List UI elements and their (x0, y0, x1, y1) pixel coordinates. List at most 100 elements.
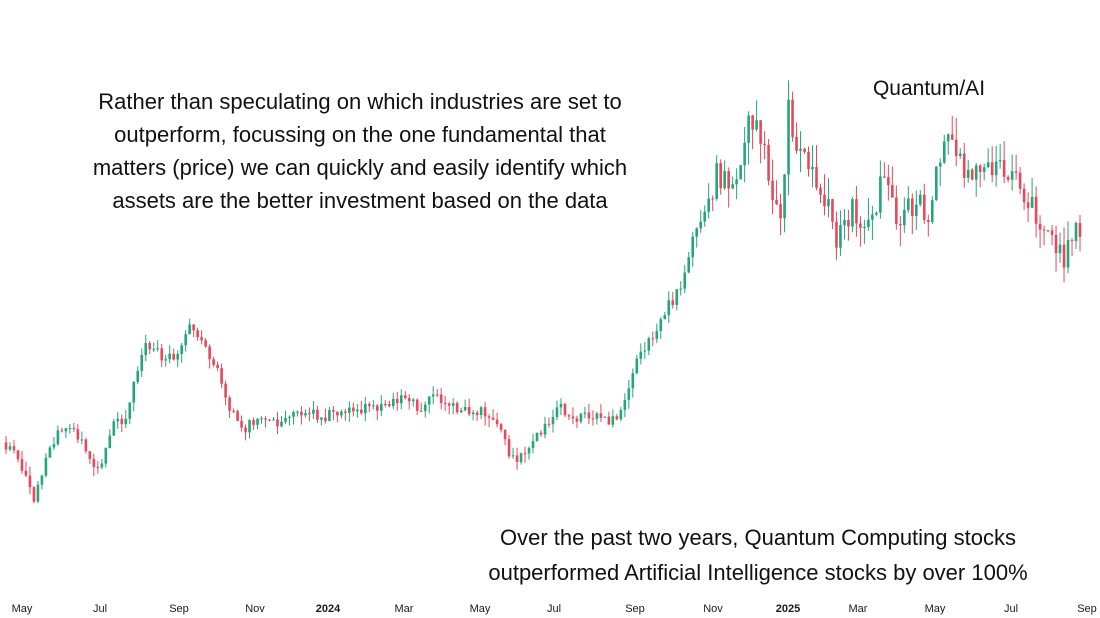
candle-down (172, 353, 175, 360)
candle-up (479, 407, 483, 416)
candle-down (819, 187, 822, 195)
x-tick-label: Nov (245, 603, 265, 615)
x-tick-label: Sep (169, 603, 189, 615)
candle-up (140, 354, 144, 372)
candle-up (463, 406, 467, 411)
candle-up (930, 200, 934, 223)
candle-down (120, 418, 124, 425)
candle-up (851, 199, 854, 227)
candle-up (655, 330, 659, 339)
candle-down (759, 120, 762, 144)
candle-up (427, 396, 431, 405)
candle-up (511, 455, 515, 457)
intro-line-3: matters (price) we can quickly and easil… (93, 155, 627, 180)
candle-up (907, 198, 910, 211)
candle-down (1070, 239, 1074, 241)
candle-down (24, 470, 28, 476)
candle-up (799, 148, 802, 151)
x-tick-label: Nov (703, 603, 723, 615)
intro-line-4: assets are the better investment based o… (112, 188, 608, 213)
candle-down (1022, 188, 1026, 203)
x-tick-label: May (925, 603, 946, 615)
x-tick-label: Sep (625, 603, 645, 615)
candle-down (192, 324, 195, 331)
x-tick-label: Jul (1004, 603, 1018, 615)
candle-down (978, 165, 982, 172)
candle-down (216, 364, 219, 368)
candle-down (775, 199, 778, 205)
candle-down (671, 300, 675, 306)
candle-down (547, 423, 551, 425)
candle-up (966, 169, 970, 178)
candle-down (12, 446, 16, 451)
candle-down (220, 367, 223, 384)
candlestick-series (4, 80, 1082, 504)
x-tick-label: Mar (395, 603, 414, 615)
candle-up (827, 199, 830, 207)
candle-up (1010, 171, 1014, 180)
candle-up (519, 453, 523, 463)
candle-up (68, 428, 72, 430)
candle-down (487, 416, 491, 418)
candle-up (938, 162, 942, 167)
candle-down (1062, 244, 1066, 268)
candle-up (703, 211, 706, 222)
candle-up (380, 403, 383, 411)
candle-up (124, 418, 128, 425)
candle-down (831, 199, 834, 222)
candle-down (651, 338, 655, 340)
candle-down (344, 411, 347, 413)
candle-up (100, 463, 104, 468)
candle-up (184, 334, 187, 346)
candle-up (1058, 244, 1062, 254)
candle-up (108, 435, 112, 449)
candle-up (44, 457, 48, 476)
candle-down (895, 197, 898, 224)
candle-up (471, 412, 475, 415)
candle-down (403, 395, 407, 399)
candle-up (755, 120, 758, 130)
candle-down (883, 176, 886, 178)
candle-down (84, 439, 88, 452)
conclusion-line-1: Over the past two years, Quantum Computi… (500, 525, 1016, 550)
candle-up (527, 448, 531, 454)
candle-up (320, 417, 323, 420)
candle-up (942, 141, 946, 163)
x-tick-label: 2025 (776, 603, 800, 615)
candle-up (903, 210, 906, 226)
candle-down (324, 417, 327, 421)
candle-up (743, 142, 746, 166)
candle-down (970, 169, 974, 180)
candle-down (591, 418, 595, 420)
candle-up (188, 324, 191, 335)
candle-down (20, 459, 24, 471)
candle-up (40, 475, 44, 485)
candle-up (1074, 223, 1078, 241)
candle-up (731, 184, 734, 189)
candle-up (687, 257, 691, 273)
candle-down (1006, 176, 1010, 180)
candle-up (958, 153, 962, 156)
candle-down (911, 198, 914, 217)
candle-up (248, 419, 251, 433)
candle-up (879, 176, 882, 213)
candle-up (631, 373, 635, 389)
candle-down (4, 442, 8, 450)
candle-up (787, 99, 790, 175)
candle-down (200, 337, 203, 341)
candle-down (228, 397, 231, 411)
candle-up (579, 413, 583, 422)
candle-down (276, 419, 279, 427)
candle-down (244, 427, 247, 433)
candle-down (791, 99, 794, 137)
candle-down (467, 406, 471, 415)
candle-up (48, 447, 52, 458)
candle-up (328, 410, 331, 421)
candle-up (431, 394, 435, 397)
candle-up (176, 353, 179, 360)
conclusion-annotation: Over the past two years, Quantum Computi… (488, 525, 1027, 585)
candle-up (164, 359, 167, 361)
candle-up (675, 289, 679, 306)
candle-up (994, 161, 998, 176)
candle-up (583, 412, 587, 414)
